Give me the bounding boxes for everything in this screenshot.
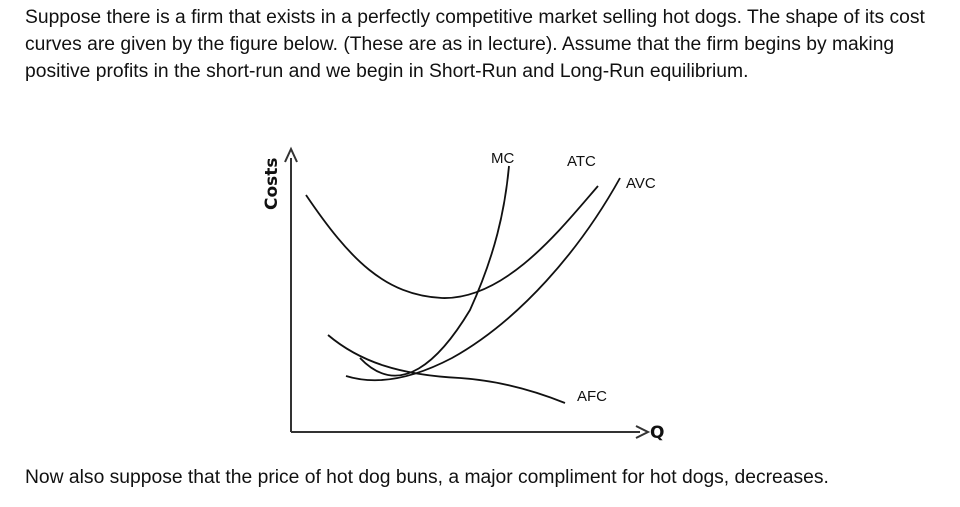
avc-label: AVC <box>626 175 656 192</box>
avc-curve <box>345 177 621 382</box>
question-outro-text: Now also suppose that the price of hot d… <box>25 467 829 488</box>
mc-curve <box>359 165 510 377</box>
x-axis-arrow <box>635 425 651 439</box>
atc-label: ATC <box>567 153 596 170</box>
question-intro-text: Suppose there is a firm that exists in a… <box>25 7 925 82</box>
afc-curve <box>327 334 566 404</box>
y-axis-arrow <box>284 146 298 163</box>
y-axis-label: Costs <box>262 157 282 210</box>
afc-label: AFC <box>577 388 607 405</box>
atc-curve <box>305 185 599 299</box>
mc-label: MC <box>491 150 514 167</box>
x-axis-label: Q <box>650 423 664 443</box>
